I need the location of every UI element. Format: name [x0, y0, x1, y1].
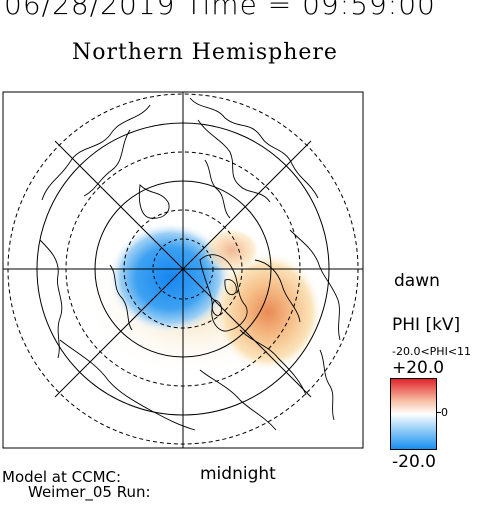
- datetime-header: 06/28/2019 Time = 09:59:00: [4, 0, 436, 21]
- color-bar: [390, 378, 437, 450]
- positive-potential-cell: [213, 252, 323, 372]
- legend-min: -20.0: [392, 452, 436, 472]
- legend-max: +20.0: [392, 358, 445, 378]
- footer-run: Weimer_05 Run:: [28, 483, 151, 501]
- positive-lobe: [204, 228, 260, 272]
- midnight-label: midnight: [200, 464, 276, 484]
- legend-zero: 0: [441, 406, 448, 419]
- coastlines: [39, 97, 341, 431]
- footer-model: Model at CCMC:: [2, 468, 122, 486]
- polar-map: [2, 91, 364, 449]
- meridian-diagonal-2: [54, 140, 312, 398]
- dawn-label: dawn: [394, 271, 440, 291]
- legend-range: -20.0<PHI<11: [392, 345, 472, 358]
- color-bar-zero-tick: [436, 412, 441, 413]
- legend-quantity: PHI [kV]: [392, 315, 461, 335]
- negative-potential-cell: [108, 222, 232, 334]
- plot-title: Northern Hemisphere: [72, 40, 338, 65]
